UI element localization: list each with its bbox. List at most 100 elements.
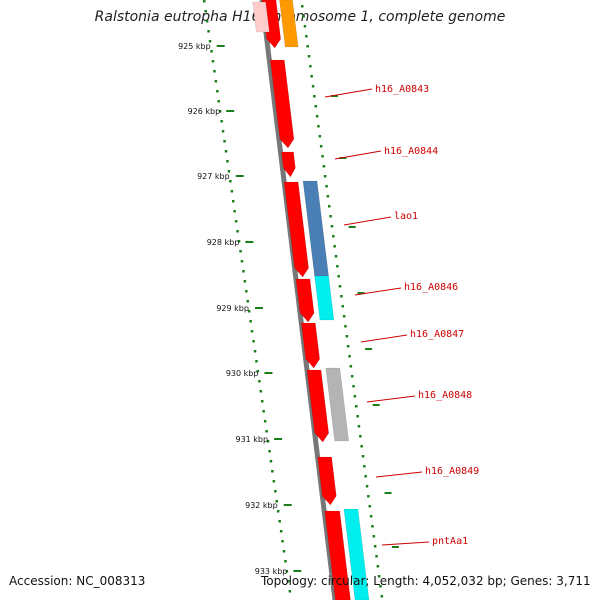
gene-h16_A0848[interactable] xyxy=(306,369,330,443)
gc-dot xyxy=(353,395,357,398)
gc-dot xyxy=(265,430,268,433)
gene-h16_A0846[interactable] xyxy=(295,278,315,323)
kbp-label: 929 kbp xyxy=(216,304,249,313)
gene-h16_A0847[interactable] xyxy=(300,322,321,369)
gene-label-leader xyxy=(360,334,408,343)
kbp-label: 931 kbp xyxy=(235,435,268,444)
gene-label-h16_A0847[interactable]: h16_A0847 xyxy=(410,329,464,340)
gc-dot xyxy=(275,500,278,503)
gene-orange-feature[interactable] xyxy=(279,0,299,48)
gc-dot xyxy=(259,390,263,393)
gc-dot xyxy=(359,435,362,438)
gc-dot xyxy=(207,30,210,33)
gc-dot xyxy=(373,545,377,548)
gc-dot xyxy=(342,315,346,318)
gene-pink-feature[interactable] xyxy=(252,1,270,33)
gc-dot xyxy=(263,420,267,423)
gc-dot xyxy=(288,590,292,593)
gc-track-left xyxy=(203,0,292,593)
gc-dot xyxy=(380,595,384,598)
map-title: Ralstonia eutropha H16 chromosome 1, com… xyxy=(94,9,506,25)
gc-dot xyxy=(336,265,339,268)
gc-dot xyxy=(303,25,307,28)
gc-dot xyxy=(337,275,340,278)
gene-label-h16_A0843[interactable]: h16_A0843 xyxy=(375,84,429,95)
gc-dot xyxy=(230,190,234,193)
kbp-label: 925 kbp xyxy=(178,42,211,51)
gc-dot xyxy=(234,220,238,223)
gc-dot xyxy=(344,325,347,328)
gc-dot xyxy=(274,490,277,493)
gc-dot xyxy=(328,205,331,208)
gene-cyan-feature[interactable] xyxy=(314,275,335,321)
gc-dot xyxy=(338,285,342,288)
gc-dot xyxy=(307,55,311,58)
gene-lao1[interactable] xyxy=(283,181,309,278)
gc-dot xyxy=(357,425,361,428)
gc-dot xyxy=(322,165,326,168)
gc-dot xyxy=(243,280,247,283)
gc-dot xyxy=(226,160,229,163)
gc-dot xyxy=(332,235,335,238)
accession-text: Accession: NC_008313 xyxy=(9,574,146,588)
gc-dot xyxy=(247,310,251,313)
gene-pntAa1[interactable] xyxy=(324,510,351,600)
gc-dot xyxy=(223,140,226,143)
gene-label-h16_A0844[interactable]: h16_A0844 xyxy=(384,146,438,157)
gc-dot xyxy=(375,555,378,558)
gc-dot xyxy=(313,95,316,98)
gc-dot xyxy=(341,305,344,308)
genome-summary-text: Topology: circular; Length: 4,052,032 bp… xyxy=(261,574,591,588)
gc-dot xyxy=(269,460,273,463)
kbp-label: 933 kbp xyxy=(255,567,288,576)
gene-label-h16_A0846[interactable]: h16_A0846 xyxy=(404,282,458,293)
gc-dot xyxy=(315,115,319,118)
gene-gray-feature[interactable] xyxy=(325,367,350,442)
gene-label-h16_A0848[interactable]: h16_A0848 xyxy=(418,390,472,401)
gc-dot xyxy=(229,180,232,183)
gene-h16_A0843[interactable] xyxy=(269,59,295,149)
gc-dot xyxy=(287,580,290,583)
gc-dot xyxy=(361,455,365,458)
gc-dot xyxy=(239,250,242,253)
gene-h16_A0849[interactable] xyxy=(317,456,337,506)
gc-dot xyxy=(367,495,370,498)
gene-h16_A0844[interactable] xyxy=(281,151,296,178)
gene-cyan-feature-2[interactable] xyxy=(343,508,370,600)
gc-dot xyxy=(203,0,206,3)
gc-dot xyxy=(268,450,271,453)
gc-dot xyxy=(220,120,223,123)
gc-dot xyxy=(321,155,324,158)
gc-dot xyxy=(252,340,255,343)
gc-dot xyxy=(205,20,209,23)
gc-dot xyxy=(330,225,334,228)
gc-dot xyxy=(218,110,222,113)
gc-dot xyxy=(214,80,218,83)
gc-dot xyxy=(271,470,274,473)
gc-dot xyxy=(233,210,236,213)
gc-dot xyxy=(204,10,207,13)
gc-dot xyxy=(208,40,212,43)
gene-features xyxy=(252,0,370,600)
gc-dot xyxy=(240,260,244,263)
gene-label-pntAa1[interactable]: pntAa1 xyxy=(432,536,468,547)
kbp-ticks: 925 kbp 926 kbp 927 kbp 928 kbp 929 kbp 930 k… xyxy=(178,42,399,576)
gene-label-h16_A0849[interactable]: h16_A0849 xyxy=(425,466,479,477)
gc-dot xyxy=(250,330,254,333)
gc-dot xyxy=(258,380,261,383)
gc-dot xyxy=(217,100,220,103)
gc-dot xyxy=(334,255,338,258)
gc-dot xyxy=(317,125,320,128)
gc-dot xyxy=(278,520,281,523)
gc-dot xyxy=(319,145,323,148)
gc-dot xyxy=(266,440,270,443)
gene-labels: h16_A0843 h16_A0844 lao1 h16_A0846 h16_A0847… xyxy=(324,84,479,547)
gc-dot xyxy=(311,85,315,88)
gc-dot xyxy=(256,370,260,373)
gc-dot xyxy=(355,405,358,408)
gc-dot xyxy=(345,335,349,338)
gc-dot xyxy=(377,575,381,578)
gene-label-lao1[interactable]: lao1 xyxy=(394,211,418,222)
